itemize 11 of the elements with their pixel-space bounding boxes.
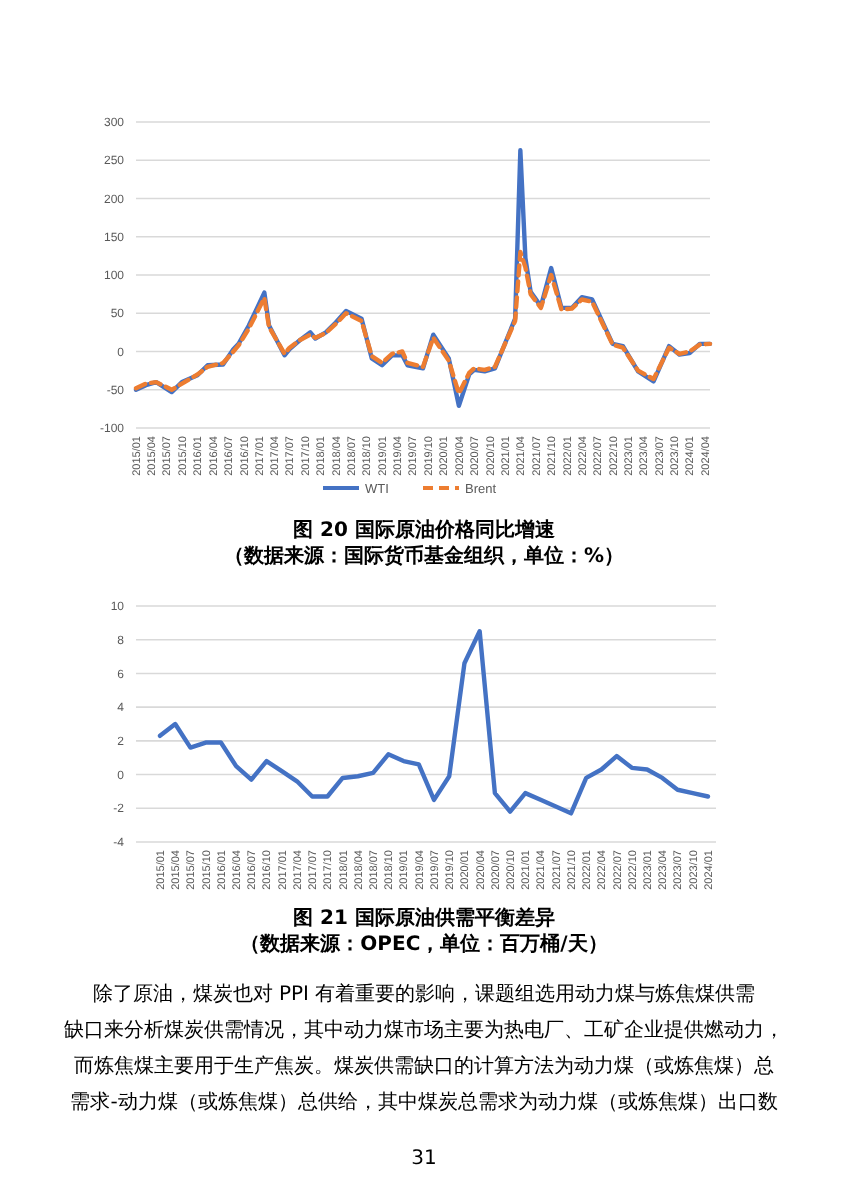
text: 图 20 国际原油价格同比增速 bbox=[293, 518, 557, 542]
text: 除了原油，煤炭也对 PPI 有着重要的影响，课题组选用动力煤与炼焦煤供需 bbox=[92, 982, 756, 1006]
text: 缺口来分析煤炭供需情况，其中动力煤市场主要为热电厂、工矿企业提供燃动力， bbox=[64, 1018, 784, 1042]
text: 图 21 国际原油供需平衡差异 bbox=[293, 906, 555, 930]
text: （数据来源：OPEC，单位：百万桶/天） bbox=[240, 932, 608, 956]
text: （数据来源：国际货币基金组织，单位：%） bbox=[223, 544, 625, 568]
line-series bbox=[157, 629, 711, 816]
line-series bbox=[133, 249, 713, 396]
text: 31 bbox=[411, 1148, 437, 1170]
text: 而炼焦煤主要用于生产焦炭。煤炭供需缺口的计算方法为动力煤（或炼焦煤）总 bbox=[74, 1054, 774, 1078]
text: 需求-动力煤（或炼焦煤）总供给，其中煤炭总需求为动力煤（或炼焦煤）出口数 bbox=[70, 1090, 778, 1114]
